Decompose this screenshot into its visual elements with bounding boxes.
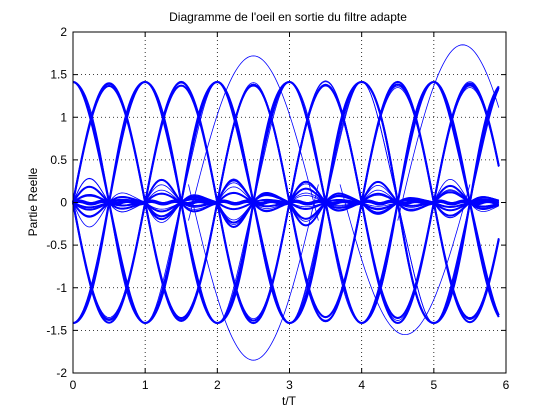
x-tick-label: 0: [70, 378, 77, 392]
y-axis-label: Partie Reelle: [26, 167, 40, 236]
y-tick-label: 0.5: [50, 153, 67, 167]
y-tick-label: -0.5: [46, 238, 67, 252]
x-tick-label: 1: [142, 378, 149, 392]
plot-area: [73, 32, 506, 373]
eye-trace: [145, 201, 217, 204]
y-tick-label: 1: [60, 110, 67, 124]
x-tick-label: 3: [286, 378, 293, 392]
y-tick-label: -2: [56, 366, 67, 380]
x-tick-label: 6: [503, 378, 510, 392]
y-tick-label: 2: [60, 25, 67, 39]
eye-trace: [217, 201, 289, 204]
eye-trace: [290, 201, 362, 204]
eye-trace: [73, 201, 145, 204]
x-tick-label: 5: [430, 378, 437, 392]
eye-trace: [362, 201, 434, 204]
y-tick-label: 0: [60, 196, 67, 210]
x-axis-label: t/T: [282, 394, 297, 408]
x-tick-label: 2: [214, 378, 221, 392]
chart-title: Diagramme de l'oeil en sortie du filtre …: [169, 10, 407, 24]
x-tick-label: 4: [358, 378, 365, 392]
y-tick-label: -1.5: [46, 323, 67, 337]
y-tick-label: -1: [56, 281, 67, 295]
y-tick-label: 1.5: [50, 68, 67, 82]
